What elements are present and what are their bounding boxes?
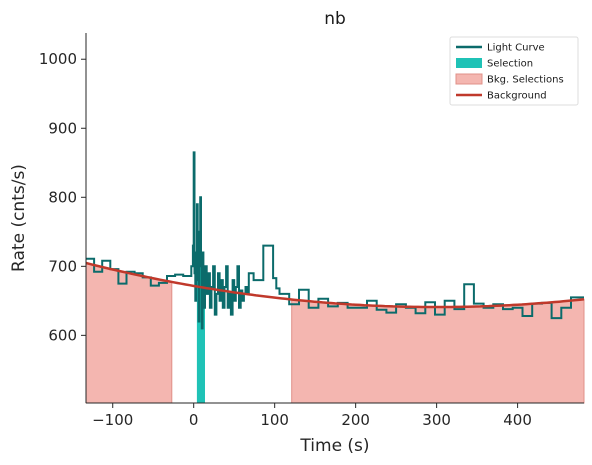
y-ticks: 600 700 800 900 1000 [39, 50, 86, 344]
x-axis-label: Time (s) [299, 436, 369, 456]
y-tick-label: 900 [48, 119, 77, 137]
y-tick-label: 1000 [39, 50, 77, 68]
x-tick-label: 400 [503, 411, 532, 429]
y-axis-label: Rate (cnts/s) [9, 164, 29, 272]
light-curve-line [86, 151, 584, 330]
bkg-selections-layer [85, 262, 585, 404]
chart-title: nb [324, 9, 346, 29]
legend-swatch-patch [456, 58, 482, 68]
x-ticks: −100 0 100 200 300 400 [92, 403, 532, 429]
x-tick-label: 100 [260, 411, 289, 429]
background-layer [85, 261, 585, 309]
x-tick-label: 200 [341, 411, 370, 429]
legend-frame [449, 36, 579, 106]
legend-swatch-patch [455, 73, 483, 85]
x-tick-label: 0 [189, 411, 199, 429]
x-tick-label: 300 [422, 411, 451, 429]
x-tick-label: −100 [92, 411, 133, 429]
legend-label: Background [487, 91, 547, 102]
light-curve-layer [86, 151, 584, 330]
y-tick-label: 800 [48, 188, 77, 206]
y-tick-label: 600 [48, 326, 77, 344]
legend-label: Light Curve [487, 43, 545, 54]
legend: Light Curve Selection Bkg. Selections Backg… [449, 36, 579, 106]
background-curve [85, 261, 585, 309]
legend-label: Selection [487, 59, 533, 70]
legend-label: Bkg. Selections [487, 75, 564, 86]
y-tick-label: 700 [48, 257, 77, 275]
